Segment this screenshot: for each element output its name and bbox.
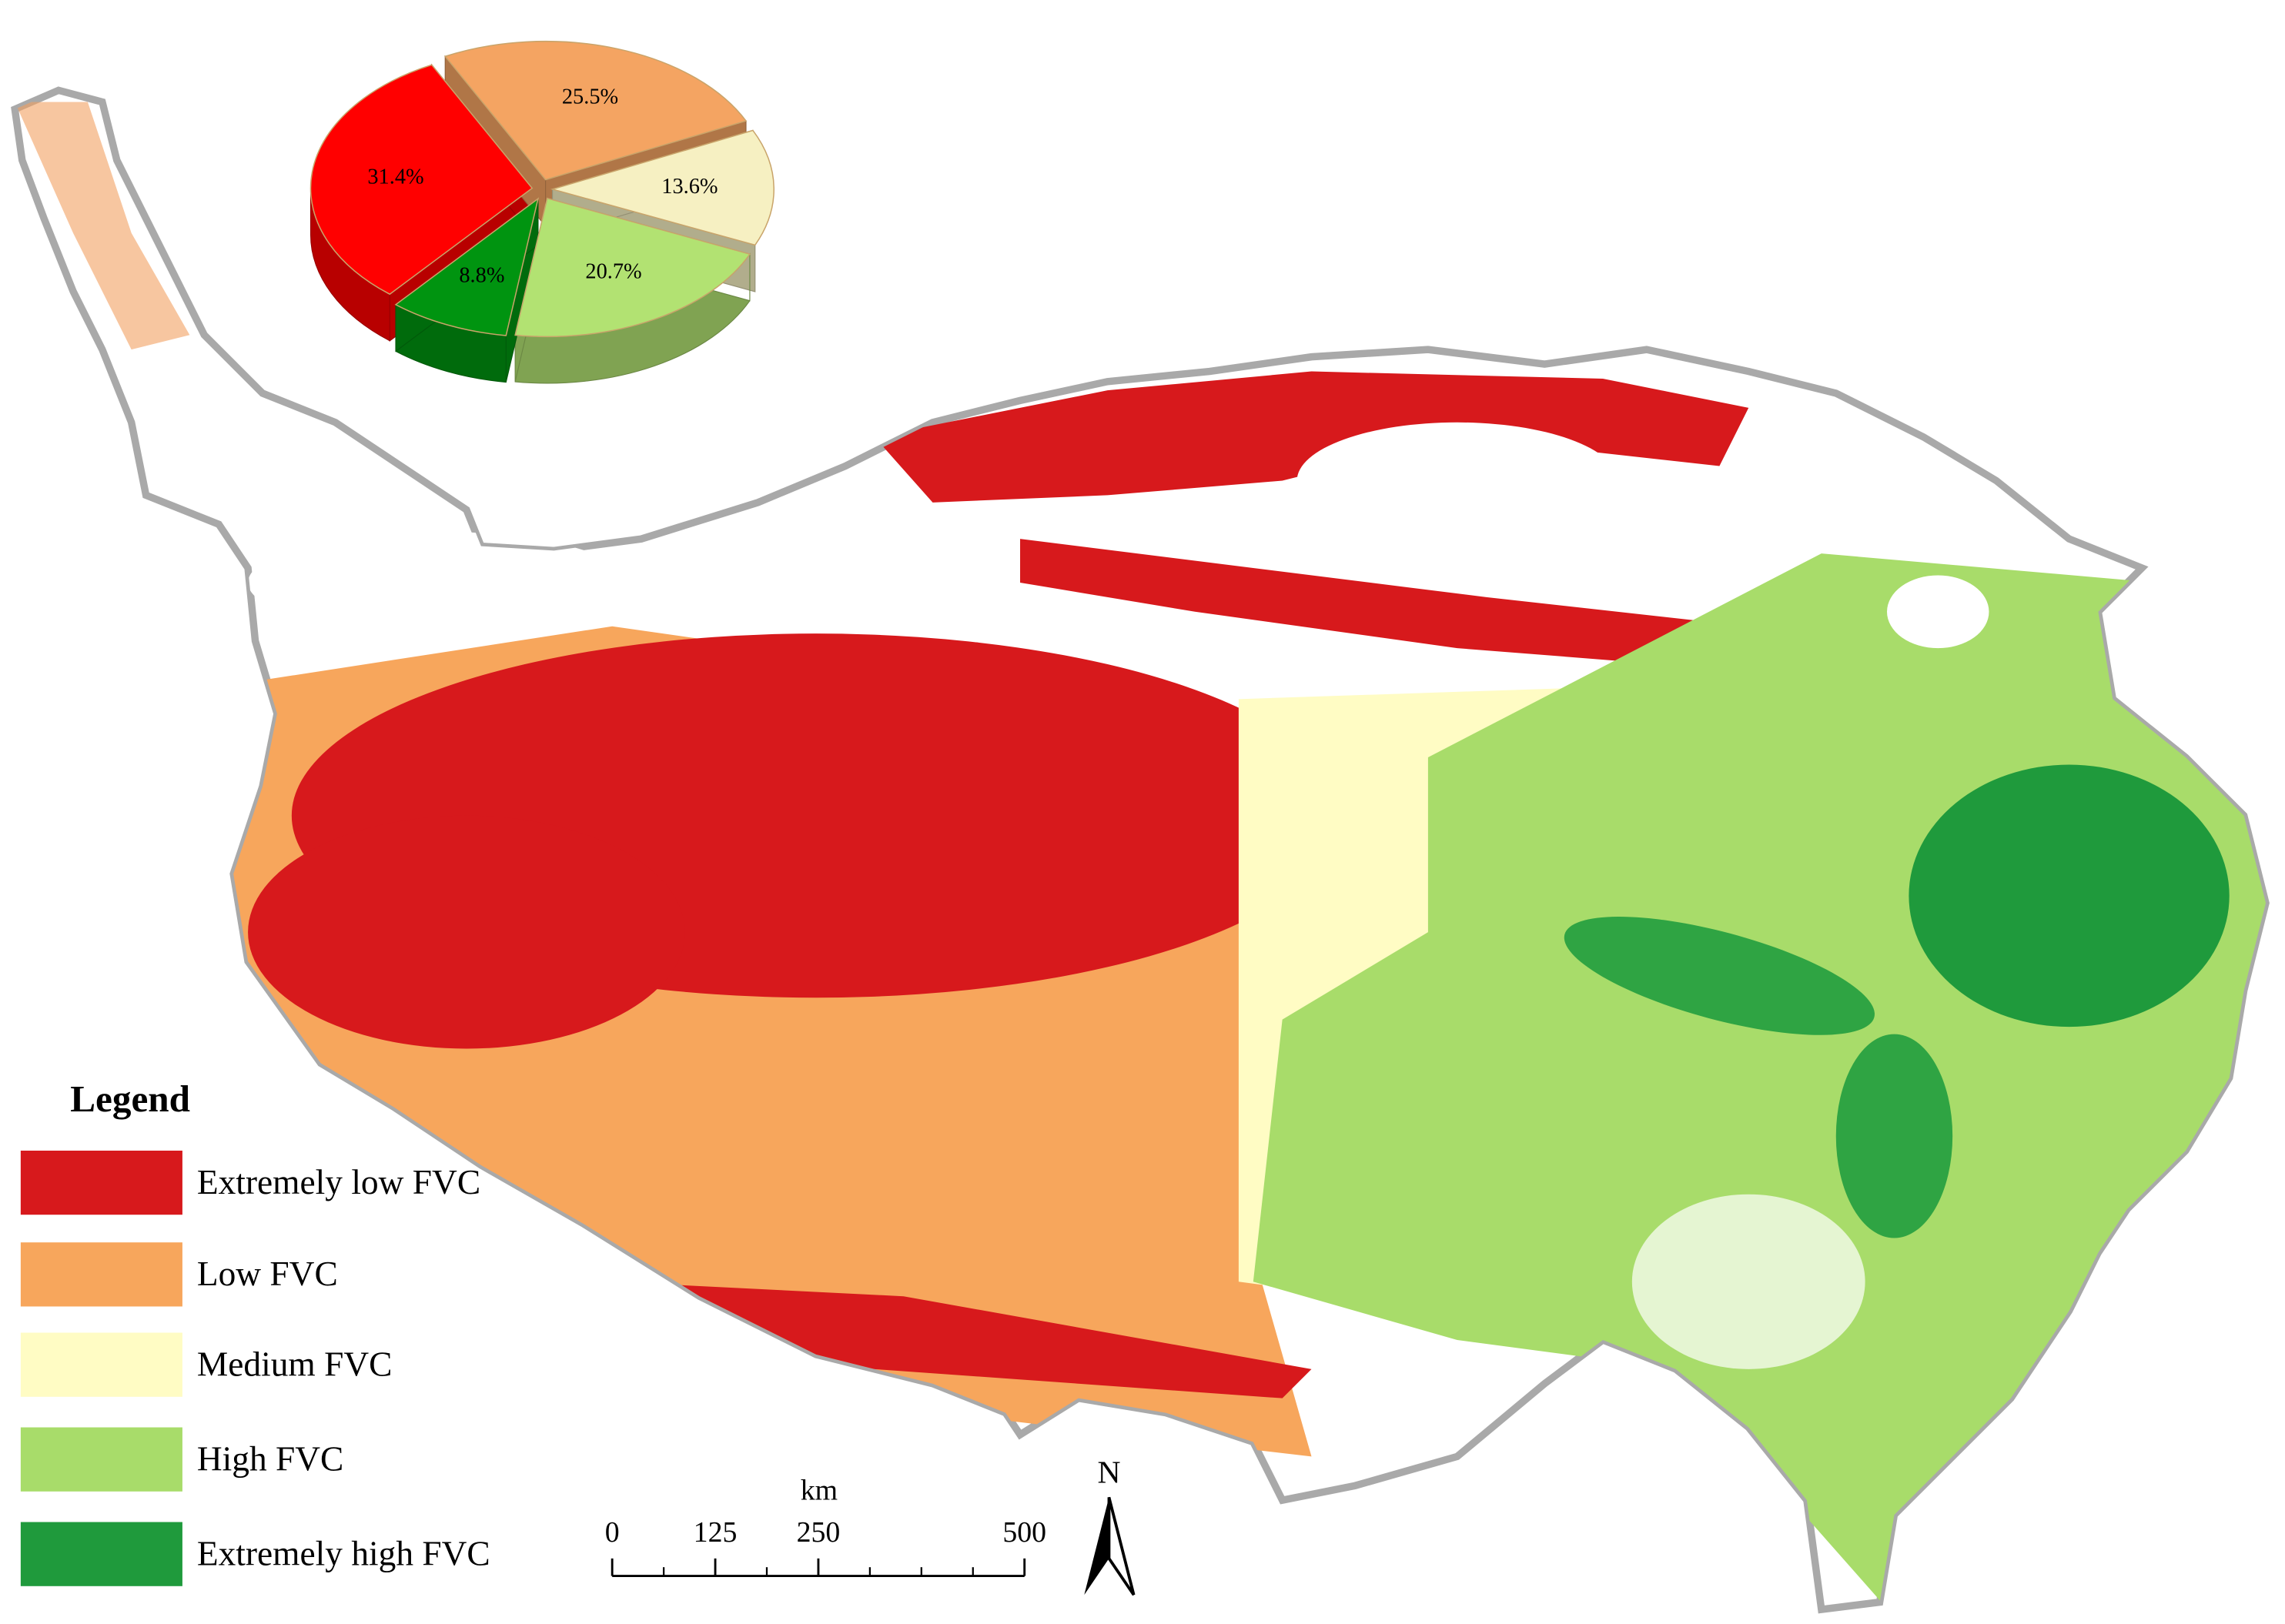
extremely-low-fvc-area: [248, 815, 685, 1049]
legend-items: Extremely low FVC Low FVC Medium FVC High F…: [20, 1150, 490, 1586]
scale-bar-label: 250: [797, 1516, 841, 1549]
pie-value-label: 8.8%: [459, 263, 504, 287]
legend-swatch: [20, 1150, 182, 1215]
legend-swatch: [20, 1242, 182, 1307]
pie-value-label: 20.7%: [585, 260, 641, 284]
extremely-high-fvc-area: [1909, 764, 2230, 1028]
north-arrow-right: [1107, 1496, 1136, 1596]
legend-label: Low FVC: [197, 1255, 338, 1293]
scale-bar-label: 0: [605, 1516, 620, 1549]
extremely-low-fvc-area: [1020, 539, 1749, 670]
pie-value-label: 31.4%: [367, 165, 423, 189]
extremely-high-fvc-area: [1564, 917, 1875, 1035]
legend-label: Medium FVC: [197, 1345, 393, 1383]
map-body: [15, 90, 2273, 1616]
low-fvc-area: [15, 102, 190, 350]
legend: Legend Extremely low FVC Low FVC Medium FV…: [20, 1078, 490, 1586]
pie-slice: [443, 40, 748, 181]
pie-value-label: 13.6%: [661, 175, 718, 199]
extremely-low-fvc-area: [874, 371, 1749, 503]
no-data-area: [1296, 422, 1618, 540]
pie-slice: [550, 129, 774, 246]
pie-value-label: 25.5%: [562, 85, 618, 109]
north-label: N: [1097, 1455, 1120, 1491]
sparse-area: [1631, 1194, 1865, 1369]
extremely-low-fvc-area: [612, 1281, 1312, 1398]
scale-unit: km: [801, 1474, 838, 1506]
fvc-raster: [15, 102, 2267, 1610]
north-arrow: N: [1084, 1455, 1136, 1596]
extremely-high-fvc-area: [1835, 1034, 1953, 1238]
legend-swatch: [20, 1332, 182, 1397]
no-data-area: [248, 531, 627, 634]
scale-bar-label: 125: [694, 1516, 738, 1549]
scale-bar-label: 500: [1002, 1516, 1046, 1549]
legend-title: Legend: [70, 1078, 190, 1120]
pie-slice: [309, 64, 534, 296]
legend-label: Extremely high FVC: [197, 1534, 490, 1572]
pie-slice: [394, 197, 540, 336]
legend-label: High FVC: [197, 1439, 343, 1478]
legend-swatch: [20, 1522, 182, 1586]
lake: [1887, 575, 1989, 649]
pie-chart: 31.4% 25.5% 13.6% 20.7% 8.8%: [309, 40, 774, 384]
legend-label: Extremely low FVC: [197, 1163, 480, 1201]
legend-swatch: [20, 1427, 182, 1492]
scale-bar: km 0 125 250 500: [605, 1474, 1046, 1577]
pie-slice: [514, 197, 751, 338]
north-arrow-left: [1084, 1497, 1109, 1596]
